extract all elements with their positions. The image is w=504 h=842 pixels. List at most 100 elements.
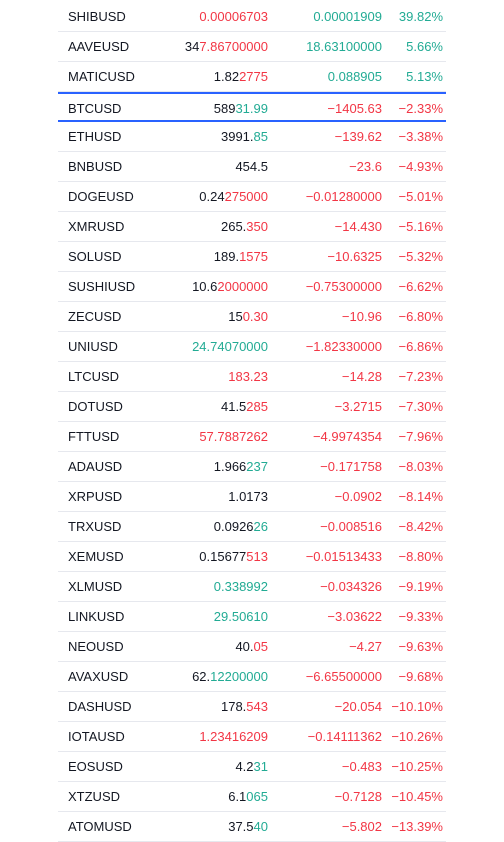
watchlist-row[interactable]: XRPUSD 1.0173 −0.0902 −8.14% <box>58 482 446 512</box>
watchlist-row[interactable]: BNBUSD 454.5 −23.6 −4.93% <box>58 152 446 182</box>
price-plain: 41.5 <box>220 399 247 414</box>
change: −0.171758 <box>320 459 382 474</box>
price: 40.05 <box>235 632 268 662</box>
price-plain: 15 <box>228 309 243 324</box>
change: −10.96 <box>341 309 382 324</box>
watchlist-row[interactable]: SUSHIUSD 10.62000000 −0.75300000 −6.62% <box>58 272 446 302</box>
price: 62.12200000 <box>192 662 268 692</box>
change: −6.65500000 <box>305 669 382 684</box>
price-plain: 189. <box>213 249 240 264</box>
watchlist-row[interactable]: DASHUSD 178.543 −20.054 −10.10% <box>58 692 446 722</box>
watchlist-row[interactable]: DOTUSD 41.5285 −3.2715 −7.30% <box>58 392 446 422</box>
price: 0.00006703 <box>199 2 268 32</box>
price-flash: 0.338992 <box>213 579 268 594</box>
change: −1.82330000 <box>305 339 382 354</box>
watchlist-row[interactable]: LTCUSD 183.23 −14.28 −7.23% <box>58 362 446 392</box>
price-flash: 29.50610 <box>213 609 268 624</box>
change: −0.01513433 <box>305 549 382 564</box>
watchlist-row[interactable]: XMRUSD 265.350 −14.430 −5.16% <box>58 212 446 242</box>
watchlist-row[interactable]: AVAXUSD 62.12200000 −6.65500000 −9.68% <box>58 662 446 692</box>
price: 37.540 <box>228 812 268 842</box>
change-percent: −9.63% <box>398 639 443 654</box>
price: 150.30 <box>228 302 268 332</box>
change: −1405.63 <box>327 101 382 116</box>
price: 6.1065 <box>228 782 268 812</box>
symbol: XMRUSD <box>68 219 125 234</box>
change-percent: −8.80% <box>398 549 443 564</box>
watchlist-row[interactable]: IOTAUSD 1.23416209 −0.14111362 −10.26% <box>58 722 446 752</box>
change: −14.430 <box>334 219 382 234</box>
price: 0.338992 <box>214 572 268 602</box>
change: −0.483 <box>341 759 382 774</box>
price-plain: 454.5 <box>235 159 268 174</box>
symbol: DOTUSD <box>68 399 123 414</box>
watchlist-row[interactable]: XTZUSD 6.1065 −0.7128 −10.45% <box>58 782 446 812</box>
change-percent: −13.39% <box>391 819 443 834</box>
watchlist-row[interactable]: TRXUSD 0.092626 −0.008516 −8.42% <box>58 512 446 542</box>
price-plain: 265. <box>220 219 247 234</box>
change-percent: −7.23% <box>398 369 443 384</box>
change-percent: −10.26% <box>391 729 443 744</box>
price-plain: 589 <box>213 101 236 116</box>
price: 347.86700000 <box>185 32 268 62</box>
price: 0.24275000 <box>199 182 268 212</box>
change-percent: −2.33% <box>398 101 443 116</box>
price-flash: 26 <box>253 519 268 534</box>
change-percent: 39.82% <box>398 9 443 24</box>
price-flash: 0.30 <box>242 309 268 324</box>
watchlist-row[interactable]: SOLUSD 189.1575 −10.6325 −5.32% <box>58 242 446 272</box>
change: −3.03622 <box>327 609 382 624</box>
change-percent: −5.32% <box>398 249 443 264</box>
price-flash: 275000 <box>224 189 268 204</box>
watchlist-row[interactable]: ETHUSD 3991.85 −139.62 −3.38% <box>58 122 446 152</box>
price-plain: 0.15677 <box>199 549 247 564</box>
change-percent: −6.86% <box>398 339 443 354</box>
watchlist-row[interactable]: XEMUSD 0.15677513 −0.01513433 −8.80% <box>58 542 446 572</box>
watchlist-row[interactable]: ADAUSD 1.966237 −0.171758 −8.03% <box>58 452 446 482</box>
price: 265.350 <box>221 212 268 242</box>
watchlist-row[interactable]: XLMUSD 0.338992 −0.034326 −9.19% <box>58 572 446 602</box>
price-plain: 4.2 <box>235 759 254 774</box>
price-flash: 2000000 <box>217 279 268 294</box>
watchlist-row[interactable]: ATOMUSD 37.540 −5.802 −13.39% <box>58 812 446 842</box>
symbol: AAVEUSD <box>68 39 130 54</box>
change-percent: −5.16% <box>398 219 443 234</box>
symbol: FTTUSD <box>68 429 120 444</box>
watchlist-row[interactable]: SHIBUSD 0.00006703 0.00001909 39.82% <box>58 2 446 32</box>
watchlist-row[interactable]: NEOUSD 40.05 −4.27 −9.63% <box>58 632 446 662</box>
price-flash: 31 <box>253 759 268 774</box>
change: 0.088905 <box>327 69 382 84</box>
change: −0.75300000 <box>305 279 382 294</box>
price-flash: 0.00006703 <box>199 9 268 24</box>
price-flash: 2775 <box>239 69 268 84</box>
watchlist-row[interactable]: BTCUSD 58931.99 −1405.63 −2.33% <box>58 92 446 122</box>
price-flash: 12200000 <box>210 669 268 684</box>
price-plain: 1.82 <box>213 69 240 84</box>
change-percent: −8.14% <box>398 489 443 504</box>
watchlist-row[interactable]: ZECUSD 150.30 −10.96 −6.80% <box>58 302 446 332</box>
watchlist-row[interactable]: LINKUSD 29.50610 −3.03622 −9.33% <box>58 602 446 632</box>
price-plain: 34 <box>184 39 200 54</box>
symbol: ADAUSD <box>68 459 123 474</box>
symbol: MATICUSD <box>68 69 135 84</box>
price: 29.50610 <box>214 602 268 632</box>
watchlist-row[interactable]: DOGEUSD 0.24275000 −0.01280000 −5.01% <box>58 182 446 212</box>
watchlist-row[interactable]: AAVEUSD 347.86700000 18.63100000 5.66% <box>58 32 446 62</box>
change-percent: −3.38% <box>398 129 443 144</box>
price-flash: 24.74070000 <box>192 339 268 354</box>
price: 0.15677513 <box>199 542 268 572</box>
watchlist-row[interactable]: UNIUSD 24.74070000 −1.82330000 −6.86% <box>58 332 446 362</box>
watchlist-row[interactable]: MATICUSD 1.822775 0.088905 5.13% <box>58 62 446 92</box>
symbol: EOSUSD <box>68 759 123 774</box>
watchlist-row[interactable]: FTTUSD 57.7887262 −4.9974354 −7.96% <box>58 422 446 452</box>
symbol: ZECUSD <box>68 309 122 324</box>
change: −0.14111362 <box>307 729 382 744</box>
symbol: LTCUSD <box>68 369 120 384</box>
watchlist-row[interactable]: EOSUSD 4.231 −0.483 −10.25% <box>58 752 446 782</box>
price: 1.966237 <box>214 452 268 482</box>
price-plain: 1.0173 <box>228 489 268 504</box>
change: −0.01280000 <box>305 189 382 204</box>
price-flash: 40 <box>253 819 268 834</box>
price-plain: 10.6 <box>192 279 218 294</box>
